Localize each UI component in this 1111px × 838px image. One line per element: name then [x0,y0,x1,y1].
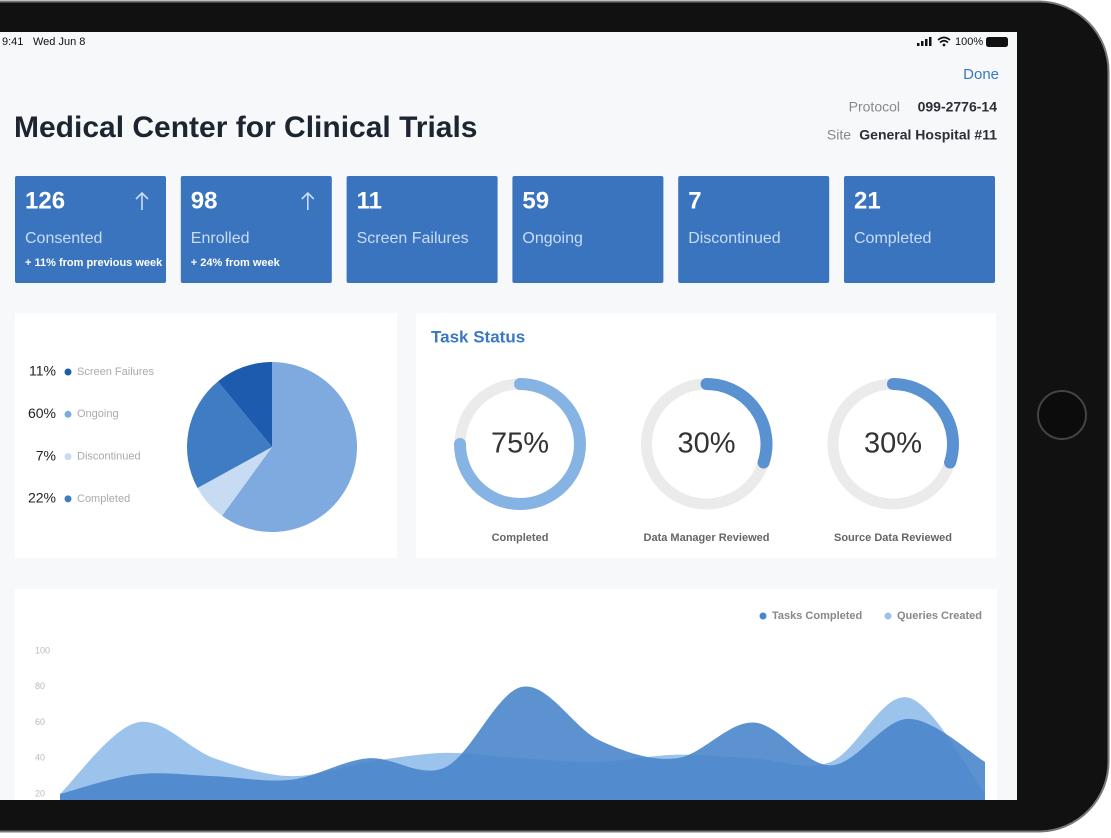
trend-arrow [301,191,315,210]
y-tick-label: 80 [35,681,45,691]
kpi-label: Consented [25,230,102,247]
kpi-value: 11 [357,187,382,214]
pie-value-label: 7% [36,447,56,463]
kpi-value: 98 [191,187,218,214]
legend-dot [64,368,72,376]
legend-label: Screen Failures [77,366,155,378]
protocol-label: Protocol [849,99,900,115]
ring-progress [887,378,959,469]
kpi-card [180,176,332,283]
ring-progress [454,378,586,510]
pie-slice [197,447,272,516]
home-button[interactable] [1037,390,1087,440]
kpi-card [678,176,830,283]
kpi-note: + 11% from previous week [25,257,163,269]
kpi-label: Completed [854,230,931,247]
site-label: Site [827,127,851,143]
ring-progress [700,378,773,469]
protocol-value: 099-2776-14 [918,99,998,115]
legend-label: Queries Created [897,610,982,622]
battery-text: 100% [955,36,983,48]
y-tick-label: 20 [35,788,45,798]
pie-value-label: 11% [29,363,56,379]
wifi-dot [942,43,946,47]
kpi-label: Discontinued [688,230,781,247]
kpi-value: 126 [25,187,65,214]
kpi-value: 59 [522,187,549,214]
legend-label: Discontinued [77,451,141,463]
signal-icon [917,37,932,46]
legend-dot [64,495,72,503]
kpi-value: 21 [854,187,881,214]
kpi-card [512,176,664,283]
kpi-value: 7 [688,187,701,214]
ring-value: 30% [864,428,922,460]
ring-value: 75% [491,428,549,460]
y-tick-label: 100 [35,645,50,655]
legend-dot [64,453,72,461]
legend-label: Tasks Completed [772,610,862,622]
legend-dot [759,612,767,620]
kpi-label: Screen Failures [357,230,469,247]
legend-dot [884,612,892,620]
status-date: Wed Jun 8 [33,36,85,48]
page-title: Medical Center for Clinical Trials [14,111,477,144]
task-title: Task Status [431,327,525,346]
ring-label: Source Data Reviewed [834,532,952,544]
legend-label: Completed [77,493,130,505]
status-time: 9:41 [2,36,23,48]
pie-slice [217,362,272,447]
site-value: General Hospital #11 [859,127,997,143]
kpi-label: Ongoing [522,230,583,247]
legend-label: Ongoing [77,408,119,420]
ring-label: Data Manager Reviewed [644,532,770,544]
kpi-card [346,176,498,283]
task-panel [416,313,996,558]
wifi-icon [937,36,951,44]
y-tick-label: 40 [35,753,45,763]
kpi-card [844,176,995,283]
kpi-card [15,176,166,283]
trend-arrow [135,191,149,210]
area-series [60,686,985,830]
pie-slice [222,362,358,533]
pie-value-label: 22% [28,490,56,506]
kpi-note: + 24% from week [191,257,281,269]
pie-value-label: 60% [28,405,56,421]
content: 9:41 Wed Jun 8 100% Done Medical Center … [2,36,1008,830]
kpi-label: Enrolled [191,230,250,247]
ring-value: 30% [677,428,735,460]
pie-slice [186,381,272,488]
battery-icon [986,37,1008,47]
done-button[interactable]: Done [963,66,999,83]
ring-label: Completed [492,532,549,544]
legend-dot [64,410,72,418]
y-tick-label: 60 [35,717,45,727]
